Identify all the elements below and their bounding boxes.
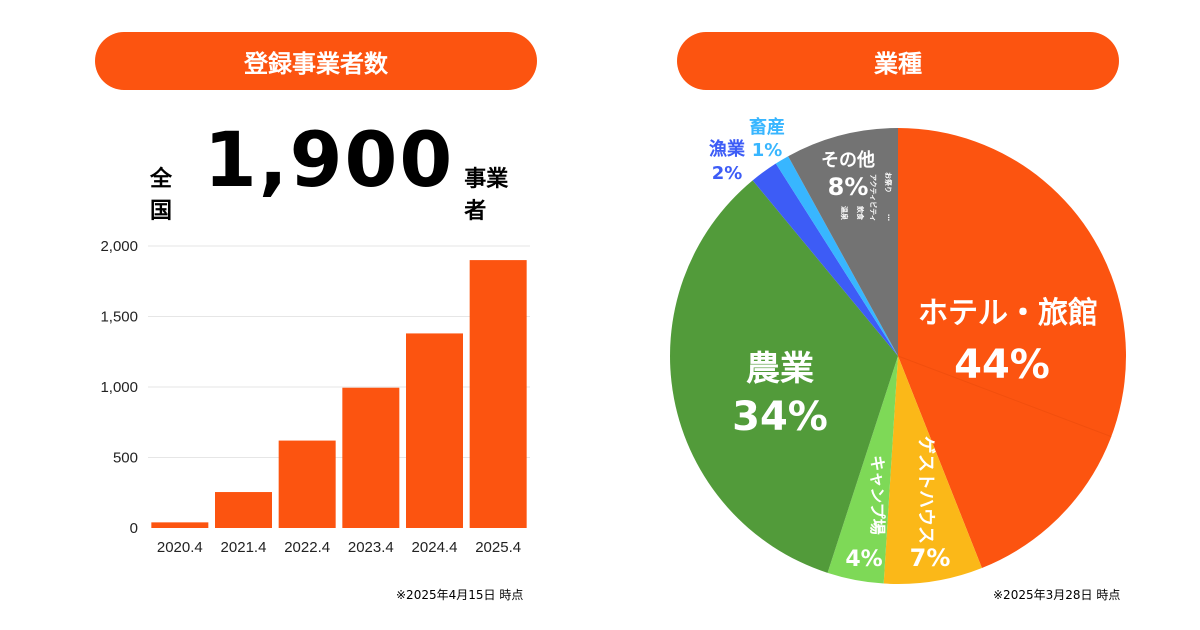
- y-tick-label: 500: [113, 450, 138, 467]
- total-suffix: 事業者: [464, 167, 509, 224]
- pie-slice: [883, 356, 982, 585]
- y-tick-label: 1,500: [100, 309, 138, 326]
- pie-slice: [788, 128, 898, 356]
- pie-slice: [670, 180, 898, 573]
- pie-chart-title: 業種: [677, 32, 1119, 90]
- slice-label: 畜産: [749, 116, 785, 138]
- slice-value: 2%: [712, 163, 743, 184]
- x-tick-label: 2025.4: [475, 539, 521, 556]
- slice-label: ゲストハウス: [915, 436, 937, 544]
- slice-value: 44%: [954, 342, 1050, 388]
- slice-divider: [897, 355, 1112, 438]
- total-value: 1,900: [203, 115, 455, 204]
- y-tick-label: 2,000: [100, 238, 138, 255]
- total-prefix: 全国: [150, 167, 173, 224]
- other-sub-label: アクティビティ: [869, 174, 878, 222]
- y-tick-label: 0: [130, 520, 138, 537]
- bar-chart-note: ※2025年4月15日 時点: [396, 588, 524, 602]
- slice-value: 34%: [732, 394, 828, 440]
- slice-value: 1%: [752, 140, 783, 161]
- x-tick-label: 2024.4: [412, 539, 458, 556]
- pie-slice: [775, 156, 898, 356]
- slice-value: 7%: [910, 544, 951, 572]
- pie-chart-note: ※2025年3月28日 時点: [993, 588, 1121, 602]
- x-tick-label: 2021.4: [221, 539, 267, 556]
- bar: [469, 260, 527, 528]
- bar: [406, 333, 463, 528]
- slice-label: 農業: [746, 349, 814, 389]
- bar: [278, 440, 336, 528]
- total-businesses: 全国 1,900 事業者: [150, 122, 530, 225]
- x-tick-label: 2022.4: [284, 539, 330, 556]
- bar: [215, 492, 272, 528]
- other-sub-label: …: [886, 214, 894, 221]
- x-tick-label: 2020.4: [157, 539, 203, 556]
- pie-slice: [752, 163, 898, 356]
- pie-slice: [827, 356, 898, 584]
- other-sub-label: 飲食: [856, 205, 865, 221]
- y-tick-label: 1,000: [100, 379, 138, 396]
- x-tick-label: 2023.4: [348, 539, 394, 556]
- other-sub-label: お祭り: [884, 172, 893, 193]
- bar: [342, 387, 400, 528]
- pie-slice: [898, 128, 1126, 568]
- bar-chart-title: 登録事業者数: [95, 32, 537, 90]
- bar: [151, 522, 209, 528]
- slice-label: その他: [821, 149, 875, 171]
- slice-value: 4%: [845, 547, 882, 572]
- slice-label: ホテル・旅館: [918, 296, 1098, 331]
- slice-value: 8%: [828, 173, 869, 201]
- slice-label: 漁業: [709, 138, 746, 160]
- other-sub-label: 温泉: [840, 206, 849, 221]
- slice-label: キャンプ場: [868, 455, 887, 535]
